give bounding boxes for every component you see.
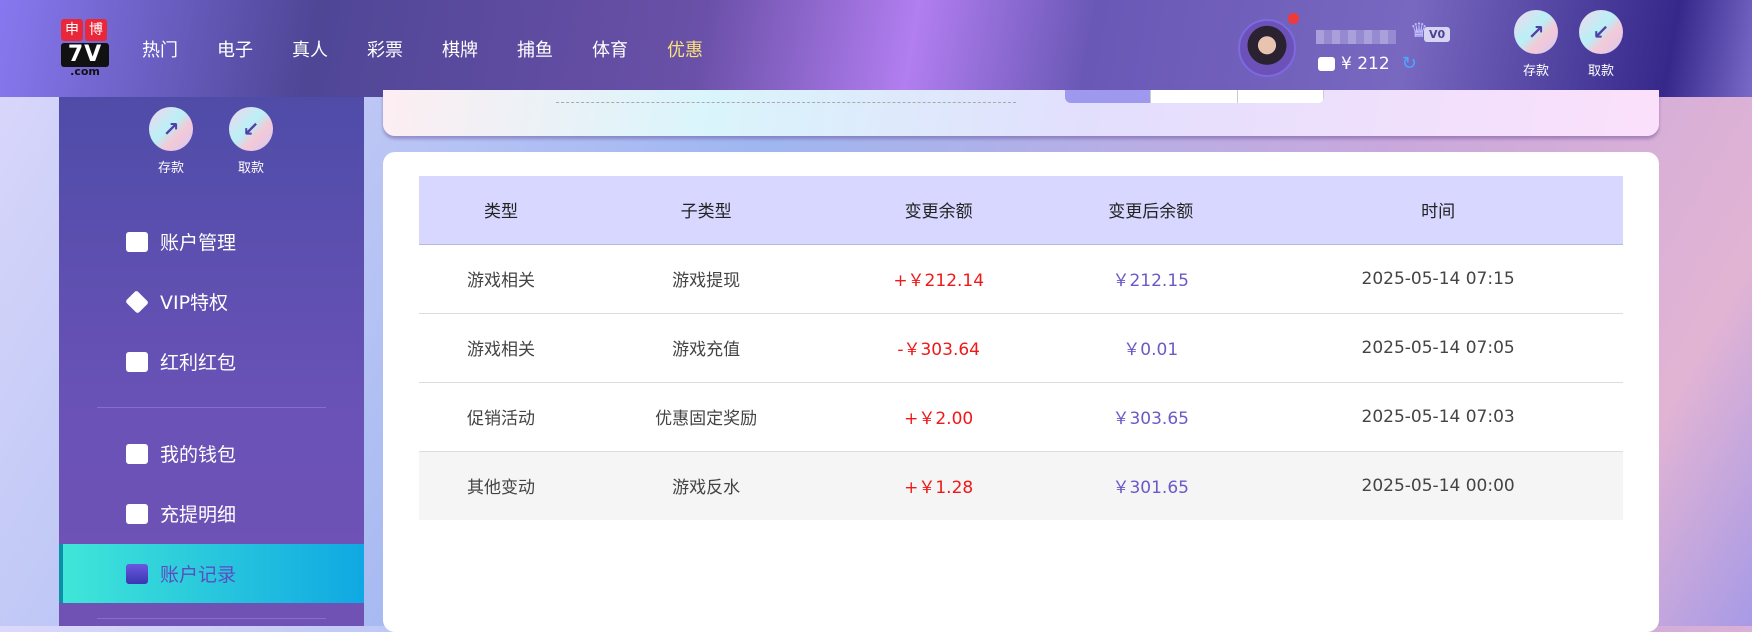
table-row: 游戏相关 游戏提现 +￥212.14 ￥212.15 2025-05-14 07:15 [419,244,1623,314]
logo[interactable]: 申博 7V .com [61,19,109,77]
table-row: 游戏相关 游戏充值 -￥303.64 ￥0.01 2025-05-14 07:05 [419,313,1623,383]
table-row: 促销活动 优惠固定奖励 +￥2.00 ￥303.65 2025-05-14 07:03 [419,382,1623,452]
diamond-icon [125,289,149,314]
nav-cards[interactable]: 棋牌 [442,40,478,61]
sidebar: ↗ 存款 ↙ 取款 账户管理 VIP特权 红利红包 我的钱包 充提明细 账户记录 [59,97,364,626]
column-subtype: 子类型 [583,176,830,245]
table-header: 类型 子类型 变更余额 变更后余额 时间 [419,176,1623,245]
dashed-divider [556,102,1016,103]
notification-dot [1288,13,1299,24]
sidebar-item-label: 账户记录 [160,564,237,586]
clipboard-icon [126,563,148,584]
sidebar-item-account-management[interactable]: 账户管理 [59,212,364,271]
cell-change: -￥303.64 [829,313,1049,383]
deposit-icon: ↗ [1514,10,1558,54]
logo-char: 博 [85,19,107,41]
sidebar-item-label: 我的钱包 [160,444,237,466]
balance-amount: ¥ 212 [1341,53,1390,74]
sidebar-item-label: 充提明细 [160,504,237,526]
cell-change: +￥2.00 [829,382,1049,452]
logo-char: 申 [61,19,83,41]
sidebar-item-wallet[interactable]: 我的钱包 [59,424,364,483]
withdraw-icon: ↙ [229,107,273,151]
nav-fishing[interactable]: 捕鱼 [517,40,553,61]
logo-sub: .com [70,65,100,78]
filter-panel [383,90,1659,136]
cell-subtype: 游戏提现 [583,244,830,314]
cell-type: 促销活动 [419,382,584,452]
segmented-control[interactable] [1065,90,1324,103]
withdraw-label: 取款 [1587,64,1614,79]
nav-sports[interactable]: 体育 [592,40,628,61]
card-icon [126,231,148,252]
cell-balance: ￥301.65 [1048,451,1254,520]
cell-time: 2025-05-14 07:15 [1253,244,1623,314]
cell-change: +￥212.14 [829,244,1049,314]
column-type: 类型 [419,176,584,245]
wallet-icon [1318,56,1335,71]
withdraw-label: 取款 [237,161,264,176]
cell-type: 游戏相关 [419,244,584,314]
column-change: 变更余额 [829,176,1049,245]
sidebar-item-transactions[interactable]: 充提明细 [59,484,364,543]
column-balance-after: 变更后余额 [1048,176,1254,245]
records-card: 类型 子类型 变更余额 变更后余额 时间 游戏相关 游戏提现 +￥212.14 ￥21… [383,152,1659,632]
sidebar-withdraw-button[interactable]: ↙ 取款 [221,107,281,176]
sidebar-deposit-button[interactable]: ↗ 存款 [141,107,201,176]
sidebar-item-account-records[interactable]: 账户记录 [59,544,364,603]
main-nav: 热门 电子 真人 彩票 棋牌 捕鱼 体育 优惠 [142,36,742,62]
deposit-label: 存款 [1522,64,1549,79]
cell-subtype: 优惠固定奖励 [583,382,830,452]
sidebar-item-label: 红利红包 [160,352,237,374]
header-withdraw-button[interactable]: ↙ 取款 [1571,10,1631,79]
cell-time: 2025-05-14 07:05 [1253,313,1623,383]
sidebar-divider [97,618,326,619]
column-time: 时间 [1253,176,1623,245]
sidebar-item-label: 账户管理 [160,232,237,254]
cell-subtype: 游戏反水 [583,451,830,520]
nav-lottery[interactable]: 彩票 [367,40,403,61]
segment[interactable] [1151,90,1238,103]
refresh-icon[interactable]: ↻ [1401,53,1417,74]
username-blurred [1316,30,1396,44]
nav-hot[interactable]: 热门 [142,40,178,61]
cell-time: 2025-05-14 00:00 [1253,451,1623,520]
cell-change: +￥1.28 [829,451,1049,520]
wallet-icon [126,443,148,464]
header-deposit-button[interactable]: ↗ 存款 [1506,10,1566,79]
sidebar-item-label: VIP特权 [160,292,229,314]
segment[interactable] [1237,90,1324,103]
crown-icon: ♛ [1410,18,1428,42]
sidebar-divider [97,407,326,408]
cell-subtype: 游戏充值 [583,313,830,383]
cell-balance: ￥0.01 [1048,313,1254,383]
envelope-icon [126,351,148,372]
cell-balance: ￥303.65 [1048,382,1254,452]
cell-time: 2025-05-14 07:03 [1253,382,1623,452]
sidebar-item-vip[interactable]: VIP特权 [59,272,364,331]
table-row: 其他变动 游戏反水 +￥1.28 ￥301.65 2025-05-14 00:00 [419,451,1623,520]
nav-promotions[interactable]: 优惠 [667,40,703,61]
balance: ¥ 212 ↻ [1318,53,1417,74]
logo-main: 7V [61,43,109,67]
top-header: 申博 7V .com 热门 电子 真人 彩票 棋牌 捕鱼 体育 优惠 ♛ V0 ¥… [0,0,1752,97]
cell-balance: ￥212.15 [1048,244,1254,314]
records-table: 类型 子类型 变更余额 变更后余额 时间 游戏相关 游戏提现 +￥212.14 ￥21… [419,176,1623,520]
sidebar-item-bonus[interactable]: 红利红包 [59,332,364,391]
vip-badge[interactable]: ♛ V0 [1410,18,1451,42]
nav-slots[interactable]: 电子 [217,40,253,61]
deposit-icon: ↗ [149,107,193,151]
vip-level: V0 [1423,27,1451,42]
avatar[interactable] [1238,19,1296,77]
cell-type: 其他变动 [419,451,584,520]
segment[interactable] [1065,90,1152,103]
document-icon [126,503,148,524]
withdraw-icon: ↙ [1579,10,1623,54]
nav-live[interactable]: 真人 [292,40,328,61]
deposit-label: 存款 [157,161,184,176]
cell-type: 游戏相关 [419,313,584,383]
